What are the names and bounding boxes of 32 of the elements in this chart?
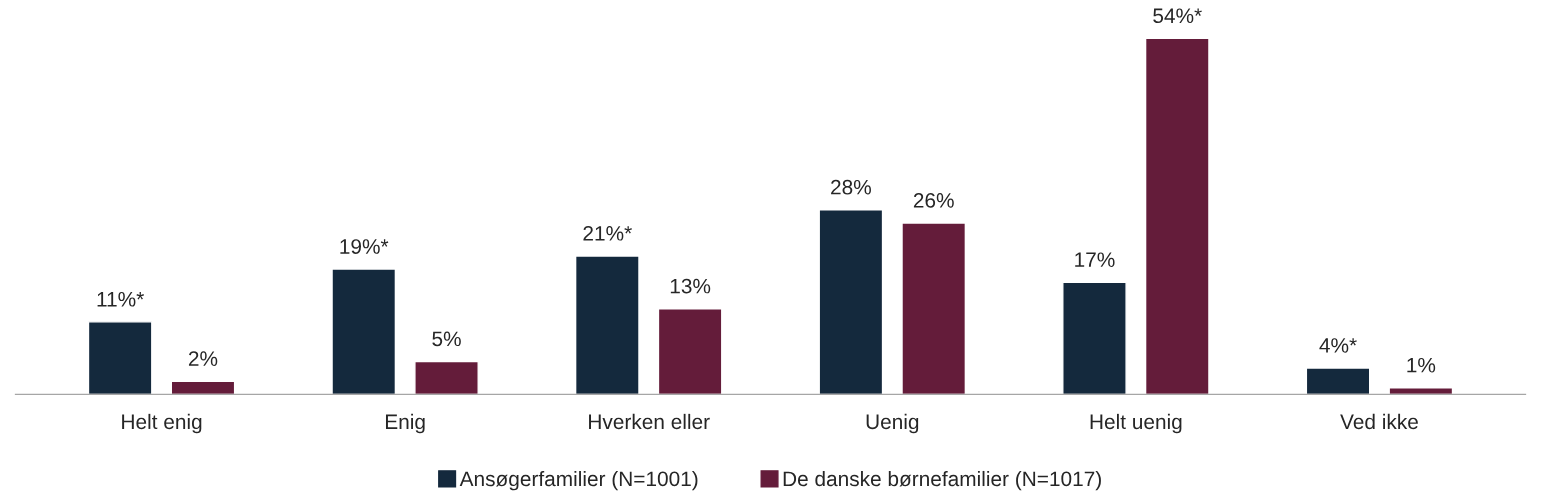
bar <box>657 307 723 395</box>
bar <box>170 380 236 395</box>
data-label: 28% <box>831 179 871 195</box>
bar <box>87 321 153 395</box>
data-label: 5% <box>432 331 461 347</box>
data-label: 1% <box>1407 357 1436 373</box>
data-label: 13% <box>670 278 711 294</box>
data-label: 19%* <box>340 239 389 254</box>
x-tick-label: Uenig <box>866 413 919 434</box>
data-label: 21%* <box>583 225 632 241</box>
bar <box>818 209 884 395</box>
bar <box>1305 367 1371 395</box>
x-tick-label: Hverken eller <box>589 413 710 430</box>
legend-label: De danske børnefamilier (N=1017) <box>783 470 1101 491</box>
legend-label: Ansøgerfamilier (N=1001) <box>459 470 698 491</box>
bar <box>574 255 640 395</box>
data-label: 4%* <box>1319 338 1357 353</box>
data-label: 17% <box>1075 252 1115 267</box>
data-label: 54%* <box>1153 8 1202 24</box>
bar <box>1144 37 1210 395</box>
bar <box>414 360 479 395</box>
x-tick-label: Enig <box>385 413 425 434</box>
bar <box>901 222 967 395</box>
data-label: 2% <box>188 351 218 366</box>
bar <box>331 268 397 395</box>
bar <box>1062 281 1127 395</box>
data-label: 26% <box>913 192 954 208</box>
data-label: 11%* <box>97 291 144 307</box>
x-tick-label: Helt enig <box>122 413 202 434</box>
x-tick-label: Helt uenig <box>1090 413 1182 434</box>
x-tick-label: Ved ikke <box>1340 413 1418 430</box>
bar <box>1388 387 1454 395</box>
